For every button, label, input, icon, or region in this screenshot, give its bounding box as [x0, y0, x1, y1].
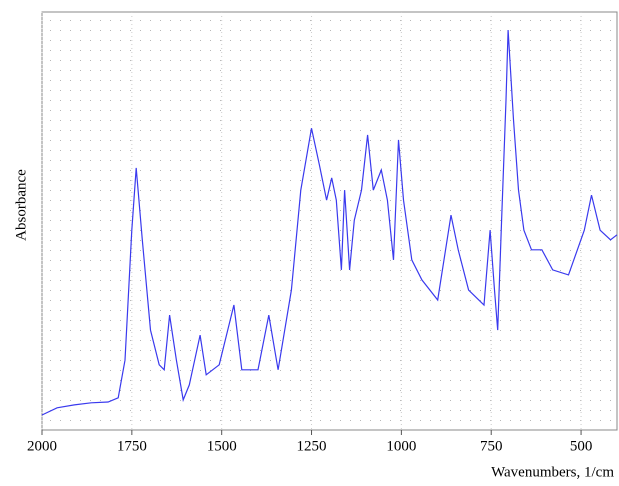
x-tick-label: 1000 — [386, 438, 416, 454]
x-tick-label: 1750 — [117, 438, 147, 454]
x-tick-label: 1500 — [207, 438, 237, 454]
y-axis-label: Absorbance — [13, 169, 29, 241]
x-tick-label: 1250 — [297, 438, 327, 454]
x-tick-label: 500 — [570, 438, 593, 454]
x-tick-label: 750 — [480, 438, 503, 454]
x-tick-label: 2000 — [27, 438, 57, 454]
x-axis-label: Wavenumbers, 1/cm — [491, 464, 614, 480]
spectrum-line — [41, 29, 618, 416]
plot-area — [41, 11, 618, 431]
